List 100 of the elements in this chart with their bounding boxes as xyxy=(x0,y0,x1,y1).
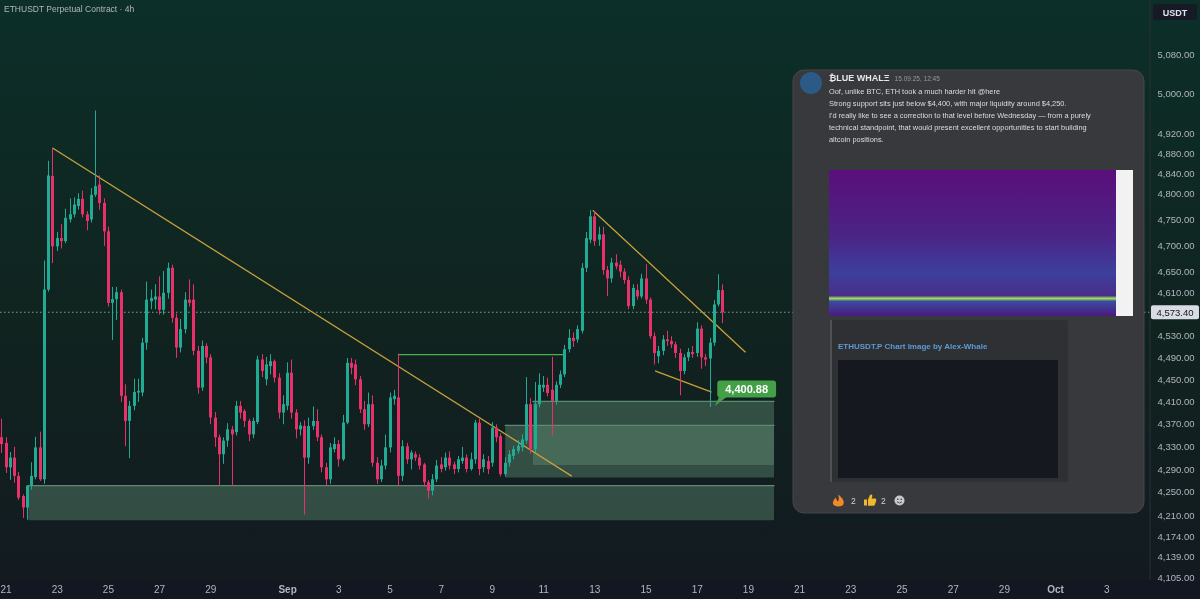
y-tick-label: 4,290.00 xyxy=(1157,463,1195,475)
y-axis-title: USDT xyxy=(1162,7,1188,18)
candlestick xyxy=(423,462,426,487)
y-tick-label: 4,700.00 xyxy=(1157,239,1195,251)
y-tick-label: 4,450.00 xyxy=(1157,373,1195,385)
y-tick-label: 4,750.00 xyxy=(1157,213,1195,225)
x-tick-label: 5 xyxy=(387,584,394,595)
candlestick xyxy=(662,335,665,356)
candlestick xyxy=(431,474,434,496)
annotation: ETHUSDT.P Chart Image by Alex-Whale xyxy=(838,342,988,351)
candlestick xyxy=(538,373,541,408)
x-tick-label: 11 xyxy=(538,584,550,595)
x-tick-label: 21 xyxy=(0,584,13,595)
annotation: 4,400.88 xyxy=(725,382,769,395)
text: ₿LUE WHALΞ xyxy=(829,73,890,83)
candlestick xyxy=(26,485,29,520)
candlestick xyxy=(64,208,67,244)
candlestick xyxy=(115,286,118,320)
candlestick xyxy=(60,224,63,249)
candlestick xyxy=(551,356,554,436)
candlestick xyxy=(717,274,720,307)
candlestick xyxy=(384,434,387,470)
candlestick xyxy=(325,462,328,486)
candlestick xyxy=(226,423,229,447)
x-tick-label: 23 xyxy=(845,584,857,595)
candlestick xyxy=(205,343,208,364)
y-tick-label: 5,080.00 xyxy=(1157,49,1195,61)
y-tick-label: 5,000.00 xyxy=(1157,88,1195,100)
candlestick xyxy=(273,359,276,383)
y-tick-label: 4,880.00 xyxy=(1157,147,1195,159)
candlestick xyxy=(94,110,97,197)
y-tick-label: 4,105.00 xyxy=(1157,571,1195,583)
candlestick xyxy=(13,446,16,483)
candlestick xyxy=(568,329,571,353)
candlestick xyxy=(111,286,114,340)
x-tick-label: 7 xyxy=(438,584,445,595)
x-tick-label: 29 xyxy=(998,584,1011,595)
candlestick xyxy=(56,231,59,252)
candlestick xyxy=(640,273,643,299)
candlestick xyxy=(354,359,357,386)
candlestick xyxy=(154,284,157,310)
x-tick-label: 15 xyxy=(640,584,652,595)
y-tick-label: 4,920.00 xyxy=(1157,127,1195,139)
x-tick-label: 21 xyxy=(794,584,806,595)
candlestick xyxy=(295,409,298,439)
candlestick xyxy=(653,332,656,365)
x-tick-label: 27 xyxy=(947,584,960,595)
x-tick-label: 29 xyxy=(205,584,217,595)
candlestick xyxy=(435,459,438,483)
candlestick xyxy=(231,426,234,486)
x-tick-label: 3 xyxy=(1104,584,1111,595)
y-tick-label: 4,410.00 xyxy=(1157,395,1195,407)
y-tick-label: 4,330.00 xyxy=(1157,440,1195,452)
candlestick xyxy=(69,198,72,223)
y-tick-label: 4,610.00 xyxy=(1157,287,1195,299)
candlestick xyxy=(265,356,268,386)
x-tick-label: 23 xyxy=(51,584,64,595)
x-tick-label: 27 xyxy=(154,584,166,595)
candlestick xyxy=(9,452,12,480)
y-tick-label: 4,530.00 xyxy=(1157,330,1195,342)
candlestick xyxy=(73,197,76,218)
candlestick xyxy=(709,337,712,407)
candlestick xyxy=(721,284,724,324)
candlestick xyxy=(214,412,217,447)
annotation: 2 xyxy=(851,495,856,506)
candlestick xyxy=(337,440,340,467)
x-tick-label: 9 xyxy=(489,584,496,595)
y-tick-label: 4,800.00 xyxy=(1157,188,1195,200)
candlestick xyxy=(179,318,182,353)
x-tick-label: 19 xyxy=(742,584,755,595)
candlestick xyxy=(98,175,101,210)
x-tick-label: 17 xyxy=(691,584,704,595)
x-tick-label: Oct xyxy=(1047,584,1065,595)
x-tick-label: 25 xyxy=(102,584,115,595)
candlestick xyxy=(81,190,84,218)
y-tick-label: 4,370.00 xyxy=(1157,418,1195,430)
annotation: 2 xyxy=(881,495,886,506)
candlestick xyxy=(380,459,383,483)
candlestick xyxy=(504,457,507,477)
y-tick-label: 4,210.00 xyxy=(1157,509,1195,521)
candlestick xyxy=(22,494,25,518)
candlestick xyxy=(645,264,648,304)
candlestick xyxy=(679,348,682,396)
candlestick xyxy=(606,265,609,296)
candlestick xyxy=(0,418,3,453)
candlestick xyxy=(632,284,635,310)
text: ETHUSDT Perpetual Contract · 4h xyxy=(4,4,135,14)
x-tick-label: 3 xyxy=(336,584,343,595)
candlestick xyxy=(610,257,613,283)
candlestick xyxy=(218,434,221,486)
candlestick xyxy=(17,471,20,500)
candlestick xyxy=(269,354,272,375)
y-tick-label: 4,840.00 xyxy=(1157,167,1195,179)
y-tick-label: 4,250.00 xyxy=(1157,486,1195,498)
candlestick xyxy=(316,409,319,442)
candlestick xyxy=(367,392,370,428)
candlestick xyxy=(133,378,136,411)
y-tick-label: 4,174.00 xyxy=(1157,530,1195,542)
candlestick xyxy=(363,400,366,430)
candlestick xyxy=(406,442,409,464)
